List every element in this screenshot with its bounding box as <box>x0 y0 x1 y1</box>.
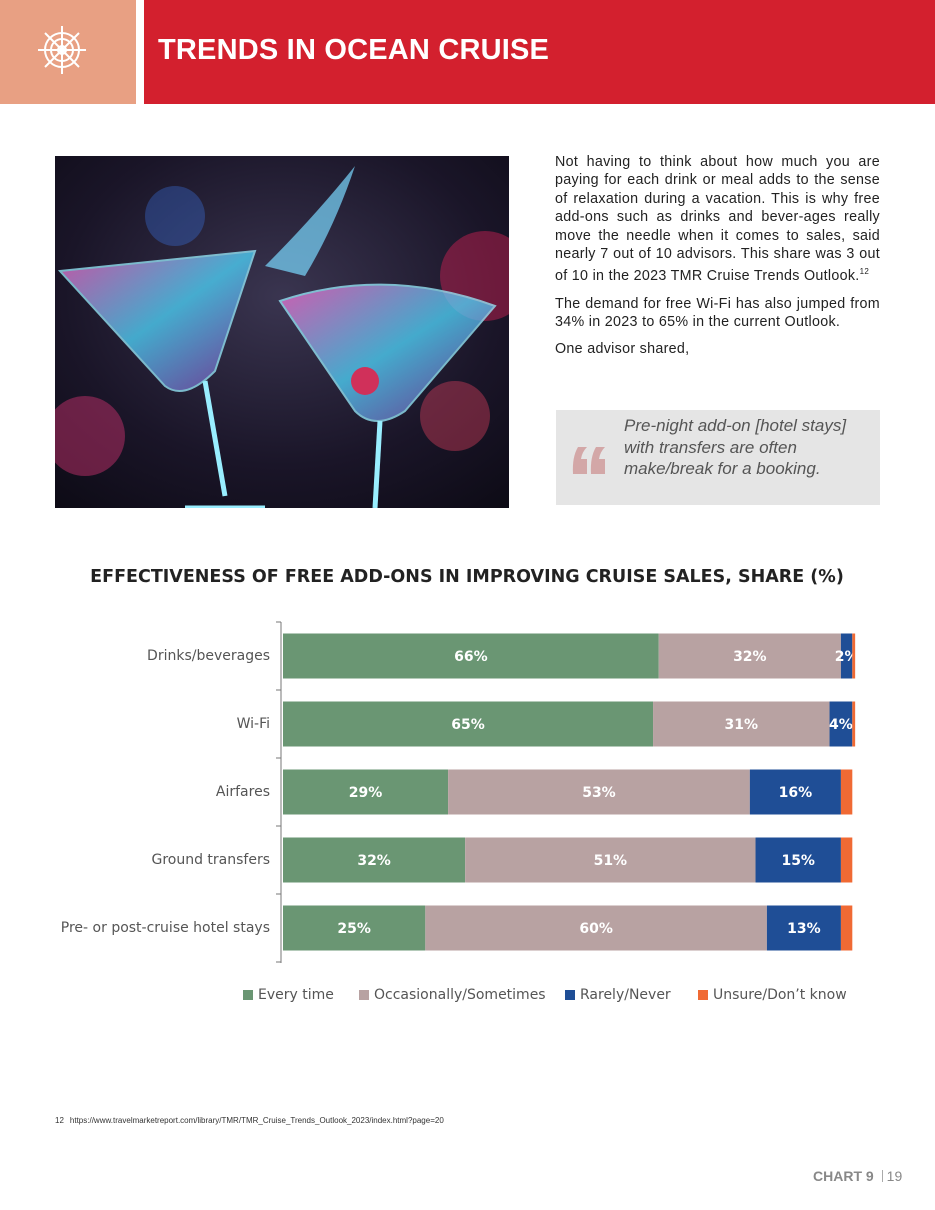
value-label: 32% <box>733 649 767 665</box>
bar-segment <box>840 837 853 883</box>
bar-segment <box>283 701 654 747</box>
value-label: 51% <box>594 853 628 869</box>
value-label: 13% <box>787 921 821 937</box>
footnote-number: 12 <box>55 1116 64 1125</box>
legend-swatch <box>698 990 708 1000</box>
bar-segment <box>448 769 750 815</box>
bar-segment <box>283 769 449 815</box>
footnote-ref: 12 <box>859 267 870 277</box>
chart-title: EFFECTIVENESS OF FREE ADD-ONS IN IMPROVI… <box>90 567 844 587</box>
wheel-icon <box>38 26 86 74</box>
legend-swatch <box>565 990 575 1000</box>
legend-swatch <box>243 990 253 1000</box>
footnote-text: https://www.travelmarketreport.com/libra… <box>69 1116 444 1125</box>
value-label: 29% <box>349 785 383 801</box>
legend-label: Unsure/Don’t know <box>713 987 847 1003</box>
bar-segment <box>840 633 853 679</box>
bar-segment <box>283 905 426 951</box>
header-accent <box>0 0 136 104</box>
page-title: TRENDS IN OCEAN CRUISE <box>158 34 550 66</box>
header-bar <box>144 0 935 104</box>
footer: CHART 9 19 <box>813 1168 902 1184</box>
value-label: 53% <box>582 785 616 801</box>
bar-segment <box>840 769 853 815</box>
category-label: Wi-Fi <box>237 716 270 732</box>
bar-segment <box>852 633 856 679</box>
value-label: 25% <box>337 921 371 937</box>
value-label: 31% <box>725 717 759 733</box>
bar-segment <box>425 905 767 951</box>
bar-segment <box>840 905 853 951</box>
value-label: 32% <box>357 853 391 869</box>
value-label: 4% <box>829 717 853 733</box>
value-label: 65% <box>451 717 485 733</box>
separator <box>881 1170 883 1182</box>
footnote: 12 https://www.travelmarketreport.com/lib… <box>55 1116 450 1125</box>
category-label: Ground transfers <box>151 852 270 868</box>
paragraph: One advisor shared, <box>555 341 690 358</box>
bar-segment <box>658 633 841 679</box>
bar-segment <box>749 769 841 815</box>
bar-segment <box>465 837 756 883</box>
page-number: 19 <box>886 1168 903 1184</box>
paragraph: The demand for free Wi-Fi has also jumpe… <box>555 295 880 331</box>
bar-segment <box>283 837 466 883</box>
bar-segment <box>852 701 856 747</box>
chart: EFFECTIVENESS OF FREE ADD-ONS IN IMPROVI… <box>61 567 859 1003</box>
body-text: Not having to think about how much you a… <box>555 153 880 368</box>
photo <box>55 156 509 508</box>
category-label: Airfares <box>216 784 270 800</box>
quote-icon <box>572 447 605 474</box>
footer-label: CHART 9 <box>813 1168 874 1184</box>
paragraph: Not having to think about how much you a… <box>555 153 880 286</box>
legend-label: Rarely/Never <box>580 987 671 1003</box>
bar-segment <box>653 701 830 747</box>
legend-label: Occasionally/Sometimes <box>374 987 546 1003</box>
bar-segment <box>766 905 841 951</box>
value-label: 66% <box>454 649 488 665</box>
bar-segment <box>283 633 659 679</box>
category-label: Pre- or post-cruise hotel stays <box>61 920 270 936</box>
legend-swatch <box>359 990 369 1000</box>
legend-label: Every time <box>258 987 334 1003</box>
bar-segment <box>829 701 853 747</box>
value-label: 60% <box>579 921 613 937</box>
value-label: 15% <box>781 853 815 869</box>
quote-box <box>556 410 880 505</box>
paragraph-text: Not having to think about how much you a… <box>555 154 880 285</box>
value-label: 16% <box>779 785 813 801</box>
bar-segment <box>755 837 841 883</box>
category-label: Drinks/beverages <box>147 648 270 664</box>
quote: Pre-night add-on [hotel stays] with tran… <box>624 416 847 478</box>
